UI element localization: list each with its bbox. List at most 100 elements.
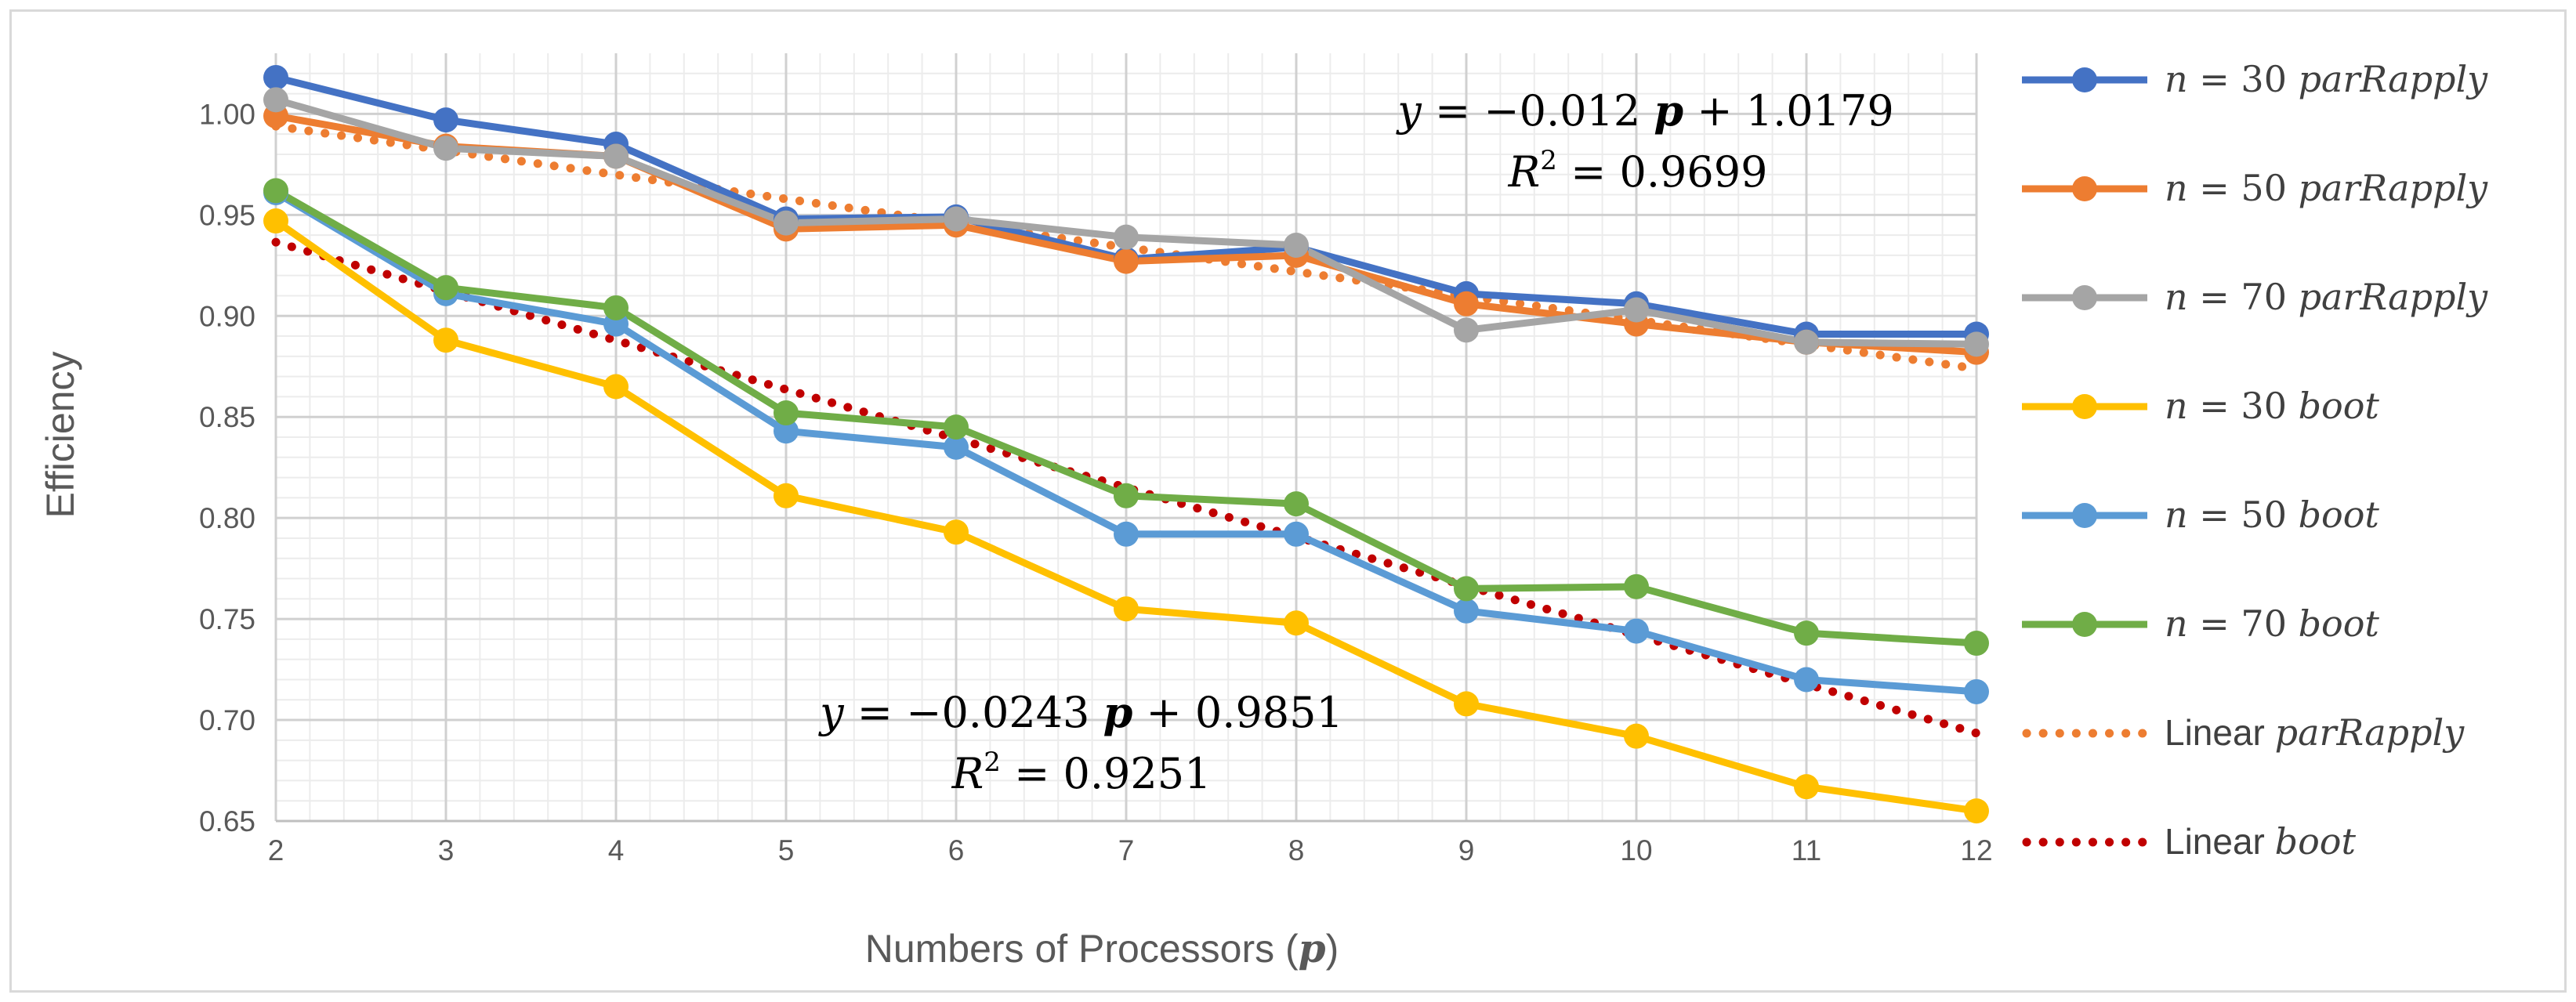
data-point-s5-x10 <box>1624 573 1649 599</box>
data-point-s5-x5 <box>774 400 799 426</box>
legend-label-value: = 50 <box>2188 167 2299 209</box>
data-point-s2-x7 <box>1114 224 1139 250</box>
legend-label-method: boot <box>2275 820 2357 863</box>
legend-label-value: = 30 <box>2188 385 2299 427</box>
y-axis-title: Efficiency <box>38 351 82 518</box>
y-tick-label: 0.75 <box>199 603 255 635</box>
legend-entry-7: Linear boot <box>2022 820 2356 863</box>
legend-swatch-marker <box>2072 176 2097 201</box>
data-point-s2-x9 <box>1454 317 1479 343</box>
legend-label: n = 30 parRapply <box>2165 58 2488 100</box>
data-point-s2-x12 <box>1964 331 1989 357</box>
legend-label: n = 70 parRapply <box>2165 276 2488 318</box>
legend-label-method: boot <box>2299 385 2380 427</box>
data-point-s5-x2 <box>263 178 288 204</box>
legend-swatch-marker <box>2072 612 2097 637</box>
data-point-s3-x7 <box>1114 596 1139 622</box>
data-point-s4-x11 <box>1794 667 1819 693</box>
data-point-s2-x6 <box>944 206 969 232</box>
legend-label-n: n <box>2165 58 2188 100</box>
legend-label-value: = 70 <box>2188 602 2299 645</box>
equation-parRapply: y = −0.012 p + 1.0179 <box>1396 85 1893 136</box>
data-point-s3-x9 <box>1454 691 1479 717</box>
data-point-s3-x3 <box>433 327 458 353</box>
legend-label-n: n <box>2165 167 2188 209</box>
legend-entry-1: n = 50 parRapply <box>2022 167 2488 209</box>
data-point-s3-x6 <box>944 519 969 545</box>
legend-entry-5: n = 70 boot <box>2022 602 2379 645</box>
y-tick-label: 0.70 <box>199 704 255 736</box>
legend-swatch-marker <box>2072 394 2097 419</box>
x-tick-label: 9 <box>1458 834 1475 866</box>
x-tick-label: 5 <box>778 834 795 866</box>
legend-label-value: = 70 <box>2188 276 2299 318</box>
y-tick-label: 1.00 <box>199 98 255 130</box>
data-point-s2-x10 <box>1624 297 1649 323</box>
legend-label-method: parRapply <box>2299 167 2489 209</box>
data-point-s2-x5 <box>774 210 799 236</box>
legend-label: Linear boot <box>2165 820 2356 863</box>
y-tick-label: 0.85 <box>199 401 255 433</box>
x-tick-label: 4 <box>608 834 625 866</box>
data-point-s5-x11 <box>1794 620 1819 646</box>
legend-entry-0: n = 30 parRapply <box>2022 58 2488 100</box>
data-point-s4-x9 <box>1454 598 1479 624</box>
legend-label-method: boot <box>2299 602 2380 645</box>
series-markers <box>263 64 1989 824</box>
trendline-boot <box>271 237 1981 738</box>
legend-label: n = 50 parRapply <box>2165 167 2488 209</box>
data-point-s3-x12 <box>1964 798 1989 824</box>
legend-swatch-marker <box>2072 285 2097 310</box>
y-tick-label: 0.90 <box>199 300 255 332</box>
data-point-s3-x4 <box>603 374 629 400</box>
legend-label-method: boot <box>2299 494 2380 536</box>
x-tick-label: 12 <box>1960 834 1992 866</box>
data-point-s0-x3 <box>433 107 458 133</box>
legend-label-prefix: Linear <box>2165 712 2275 753</box>
data-point-s3-x10 <box>1624 723 1649 749</box>
legend-entry-2: n = 70 parRapply <box>2022 276 2488 318</box>
x-axis-title: Numbers of Processors (p) <box>865 925 1339 971</box>
data-point-s2-x2 <box>263 87 288 113</box>
x-axis-title-close: ) <box>1326 927 1339 971</box>
data-point-s2-x11 <box>1794 329 1819 355</box>
data-point-s1-x9 <box>1454 291 1479 317</box>
equation-boot: y = −0.0243 p + 0.9851 <box>818 687 1343 737</box>
legend-label: n = 30 boot <box>2165 385 2379 427</box>
data-point-s0-x2 <box>263 64 288 90</box>
r2-boot: R2 = 0.9251 <box>951 747 1212 798</box>
legend-label-method: parRapply <box>2299 58 2489 100</box>
legend-label-n: n <box>2165 494 2188 536</box>
data-point-s2-x3 <box>433 136 458 161</box>
legend-label-n: n <box>2165 276 2188 318</box>
data-point-s4-x8 <box>1284 521 1309 547</box>
y-tick-label: 0.65 <box>199 805 255 837</box>
data-point-s5-x6 <box>944 414 969 440</box>
legend-label: n = 70 boot <box>2165 602 2379 645</box>
x-tick-label: 6 <box>948 834 965 866</box>
data-point-s3-x2 <box>263 208 288 234</box>
legend-label-prefix: Linear <box>2165 821 2275 862</box>
data-point-s3-x11 <box>1794 774 1819 800</box>
r2-parRapply: R2 = 0.9699 <box>1508 145 1768 197</box>
legend-label-value: = 30 <box>2188 58 2299 100</box>
data-point-s2-x4 <box>603 143 629 169</box>
data-point-s4-x7 <box>1114 521 1139 547</box>
x-tick-label: 7 <box>1118 834 1135 866</box>
x-tick-label: 11 <box>1792 834 1821 866</box>
legend-label-n: n <box>2165 602 2188 645</box>
legend-label-value: = 50 <box>2188 494 2299 536</box>
y-tick-label: 0.95 <box>199 199 255 231</box>
legend-entry-3: n = 30 boot <box>2022 385 2379 427</box>
data-point-s5-x8 <box>1284 491 1309 517</box>
x-axis-title-symbol: p <box>1299 925 1326 971</box>
data-point-s4-x10 <box>1624 618 1649 644</box>
data-point-s3-x5 <box>774 483 799 508</box>
legend-entry-6: Linear parRapply <box>2022 711 2465 754</box>
legend-label: Linear parRapply <box>2165 711 2465 754</box>
x-axis-title-text: Numbers of Processors ( <box>865 927 1299 971</box>
legend-swatch-marker <box>2072 503 2097 528</box>
data-point-s2-x8 <box>1284 233 1309 258</box>
data-point-s4-x6 <box>944 434 969 460</box>
y-axis-ticks: 0.65 0.70 0.75 0.80 0.85 0.90 0.95 1.00 <box>199 98 255 837</box>
